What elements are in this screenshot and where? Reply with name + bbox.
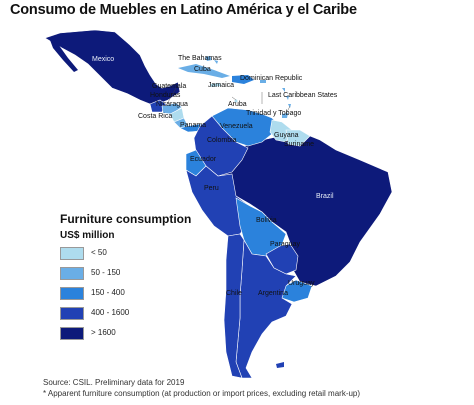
label-cuba: Cuba xyxy=(194,66,211,73)
label-brazil: Brazil xyxy=(316,193,334,200)
label-ecuador: Ecuador xyxy=(190,156,217,163)
label-bahamas: The Bahamas xyxy=(178,55,222,62)
label-chile: Chile xyxy=(226,290,242,297)
legend-swatch xyxy=(60,267,84,280)
region-hispaniola xyxy=(232,75,254,84)
region-trinidad xyxy=(282,113,288,118)
label-paraguay: Paraguay xyxy=(270,241,300,248)
region-falklands xyxy=(276,362,284,368)
region-colombia xyxy=(193,115,249,177)
legend-label: 400 - 1600 xyxy=(91,308,130,317)
region-bahamas xyxy=(205,56,218,64)
label-guyana: Guyana xyxy=(274,132,299,139)
region-antilles xyxy=(260,80,291,108)
label-nicaragua: Nicaragua xyxy=(156,101,188,108)
legend-swatch xyxy=(60,287,84,300)
legend-label: 150 - 400 xyxy=(91,288,125,297)
label-venezuela: Venezuela xyxy=(220,123,253,130)
region-cuba xyxy=(178,64,230,78)
label-colombia: Colombia xyxy=(207,137,237,144)
legend-label: 50 - 150 xyxy=(91,268,121,277)
footnote: * Apparent furniture consumption (at pro… xyxy=(43,389,361,398)
label-mexico: Mexico xyxy=(92,56,115,63)
region-guyana xyxy=(269,119,293,143)
region-suriname xyxy=(285,129,311,147)
label-caribbean: Last Caribbean States xyxy=(268,92,338,99)
legend-swatch xyxy=(60,307,84,320)
label-argentina: Argentina xyxy=(258,290,288,297)
label-guatemala: Guatemala xyxy=(152,83,187,90)
legend-swatch xyxy=(60,327,84,340)
label-costarica: Costa Rica xyxy=(138,113,173,120)
legend-swatch xyxy=(60,247,84,260)
label-trinidad: Trinidad y Tobago xyxy=(246,110,302,117)
region-mexico xyxy=(44,29,181,105)
label-bolivia: Bolivia xyxy=(256,217,277,224)
legend-subtitle: US$ million xyxy=(60,230,115,241)
region-aruba xyxy=(234,99,238,103)
label-honduras: Honduras xyxy=(150,92,181,99)
source-note: Source: CSIL. Preliminary data for 2019 xyxy=(43,378,185,387)
legend-label: > 1600 xyxy=(91,328,116,337)
region-baja xyxy=(50,40,78,72)
region-chile xyxy=(223,233,245,379)
label-panama: Panama xyxy=(180,122,207,129)
label-jamaica: Jamaica xyxy=(208,82,235,89)
region-jamaica xyxy=(210,83,221,87)
leader-lines xyxy=(166,87,291,115)
label-dominican: Dominican Republic xyxy=(240,75,303,82)
label-uruguay: Uruguay xyxy=(288,280,315,287)
label-suriname: Suriname xyxy=(284,141,314,148)
label-peru: Peru xyxy=(204,185,219,192)
label-aruba: Aruba xyxy=(228,101,247,108)
map-title: Consumo de Muebles en Latino América y e… xyxy=(10,2,357,18)
legend-title: Furniture consumption xyxy=(60,212,192,226)
legend-label: < 50 xyxy=(91,248,107,257)
